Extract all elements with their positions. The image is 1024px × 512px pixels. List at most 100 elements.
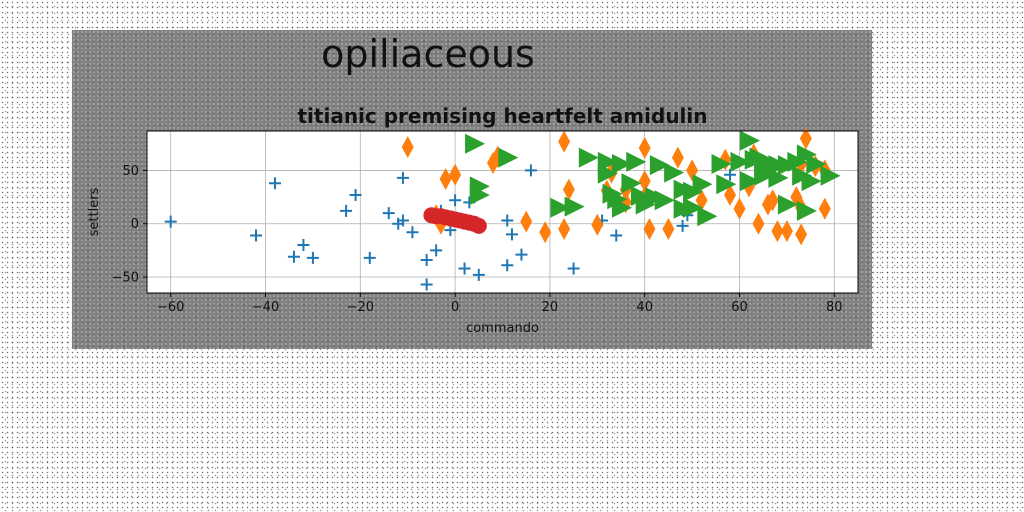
figure-panel: −60 −40 −20 0 20 40 60 80 −50 0 50 titianic premisi… [72,30,872,349]
x-tick-label: 0 [451,300,459,315]
data-point-triangle [498,147,519,168]
data-point-triangle [697,206,718,227]
data-point-triangle [801,171,822,192]
y-tick-label: 50 [122,164,139,179]
data-point-triangle [777,194,798,215]
data-point-plus [505,228,518,241]
y-axis-label: settlers [87,187,102,236]
data-point-triangle [550,197,571,218]
data-point-diamond [662,218,675,241]
data-point-diamond [795,223,808,246]
data-point-triangle [612,154,632,175]
data-point-diamond [558,218,571,241]
data-point-plus [268,177,281,190]
series-0 [164,164,737,291]
data-point-plus [567,262,580,275]
series-2 [465,130,841,227]
x-tick-label: 60 [731,300,748,315]
data-point-diamond [520,210,533,233]
data-point-plus [306,251,319,264]
data-point-diamond [671,146,684,169]
data-point-diamond [724,183,737,206]
data-point-plus [501,214,514,227]
data-point-plus [610,229,623,242]
data-point-diamond [799,127,812,150]
data-point-plus [396,171,409,184]
data-point-triangle [806,154,827,175]
y-tick-label: 0 [131,217,139,232]
data-point-diamond [771,220,784,243]
data-point-plus [420,278,433,291]
y-tick-label: −50 [112,271,139,286]
data-point-diamond [780,220,793,243]
data-point-plus [472,268,485,281]
data-point-plus [524,164,537,177]
series-3 [423,207,487,234]
data-point-plus [340,204,353,217]
data-point-diamond [638,170,651,193]
data-point-diamond [558,130,571,153]
data-point-plus [396,214,409,227]
data-point-triangle [621,173,642,194]
data-point-plus [363,251,376,264]
data-point-triangle [730,151,751,172]
data-point-diamond [401,135,414,158]
data-point-plus [406,226,419,239]
data-point-plus [676,219,689,232]
data-point-triangle [739,171,760,192]
data-point-diamond [449,163,462,186]
data-point-plus [287,250,300,263]
x-axis-label: commando [466,321,539,336]
data-point-plus [250,229,263,242]
x-tick-label: −40 [252,300,279,315]
data-point-diamond [439,167,452,190]
data-point-triangle [692,174,713,195]
data-point-plus [449,194,462,207]
data-point-triangle [711,154,732,175]
data-point-diamond [752,212,765,235]
data-point-triangle [612,197,632,218]
data-point-plus [724,168,737,181]
data-point-triangle [597,163,618,184]
data-point-triangle [796,200,817,221]
data-point-triangle [716,174,737,195]
x-tick-label: −60 [157,300,184,315]
data-point-triangle [664,162,685,183]
data-point-triangle [649,155,670,176]
x-tick-label: −20 [347,300,374,315]
data-point-plus [349,188,362,201]
data-point-diamond [638,137,651,160]
data-point-triangle [469,184,490,205]
data-point-triangle [564,196,585,217]
data-point-triangle [683,197,704,218]
data-point-diamond [643,218,656,241]
axes-frame [146,130,859,294]
data-point-triangle [739,130,760,151]
data-point-triangle [654,190,675,211]
data-point-plus [430,244,443,257]
x-tick-label: 20 [542,300,559,315]
data-point-diamond [539,221,552,244]
data-point-diamond [733,197,746,220]
data-point-diamond [818,197,831,220]
data-point-plus [164,215,177,228]
data-point-circle [470,217,487,234]
data-point-diamond [591,213,604,236]
data-point-triangle [820,165,841,186]
scatter-chart: −60 −40 −20 0 20 40 60 80 −50 0 50 titianic premisi… [87,104,859,336]
data-point-plus [420,253,433,266]
data-point-triangle [768,167,789,188]
data-point-triangle [626,151,647,172]
data-point-plus [297,239,310,252]
data-point-plus [458,262,471,275]
data-point-triangle [465,133,486,154]
data-point-diamond [562,178,575,201]
data-point-plus [382,207,395,220]
x-tick-label: 40 [636,300,653,315]
data-point-plus [515,248,528,261]
chart-title: titianic premising heartfelt amidulin [297,104,707,128]
data-point-triangle [578,147,599,168]
data-point-diamond [766,189,779,212]
data-point-plus [501,259,514,272]
figure-suptitle: opiliaceous [321,32,535,76]
